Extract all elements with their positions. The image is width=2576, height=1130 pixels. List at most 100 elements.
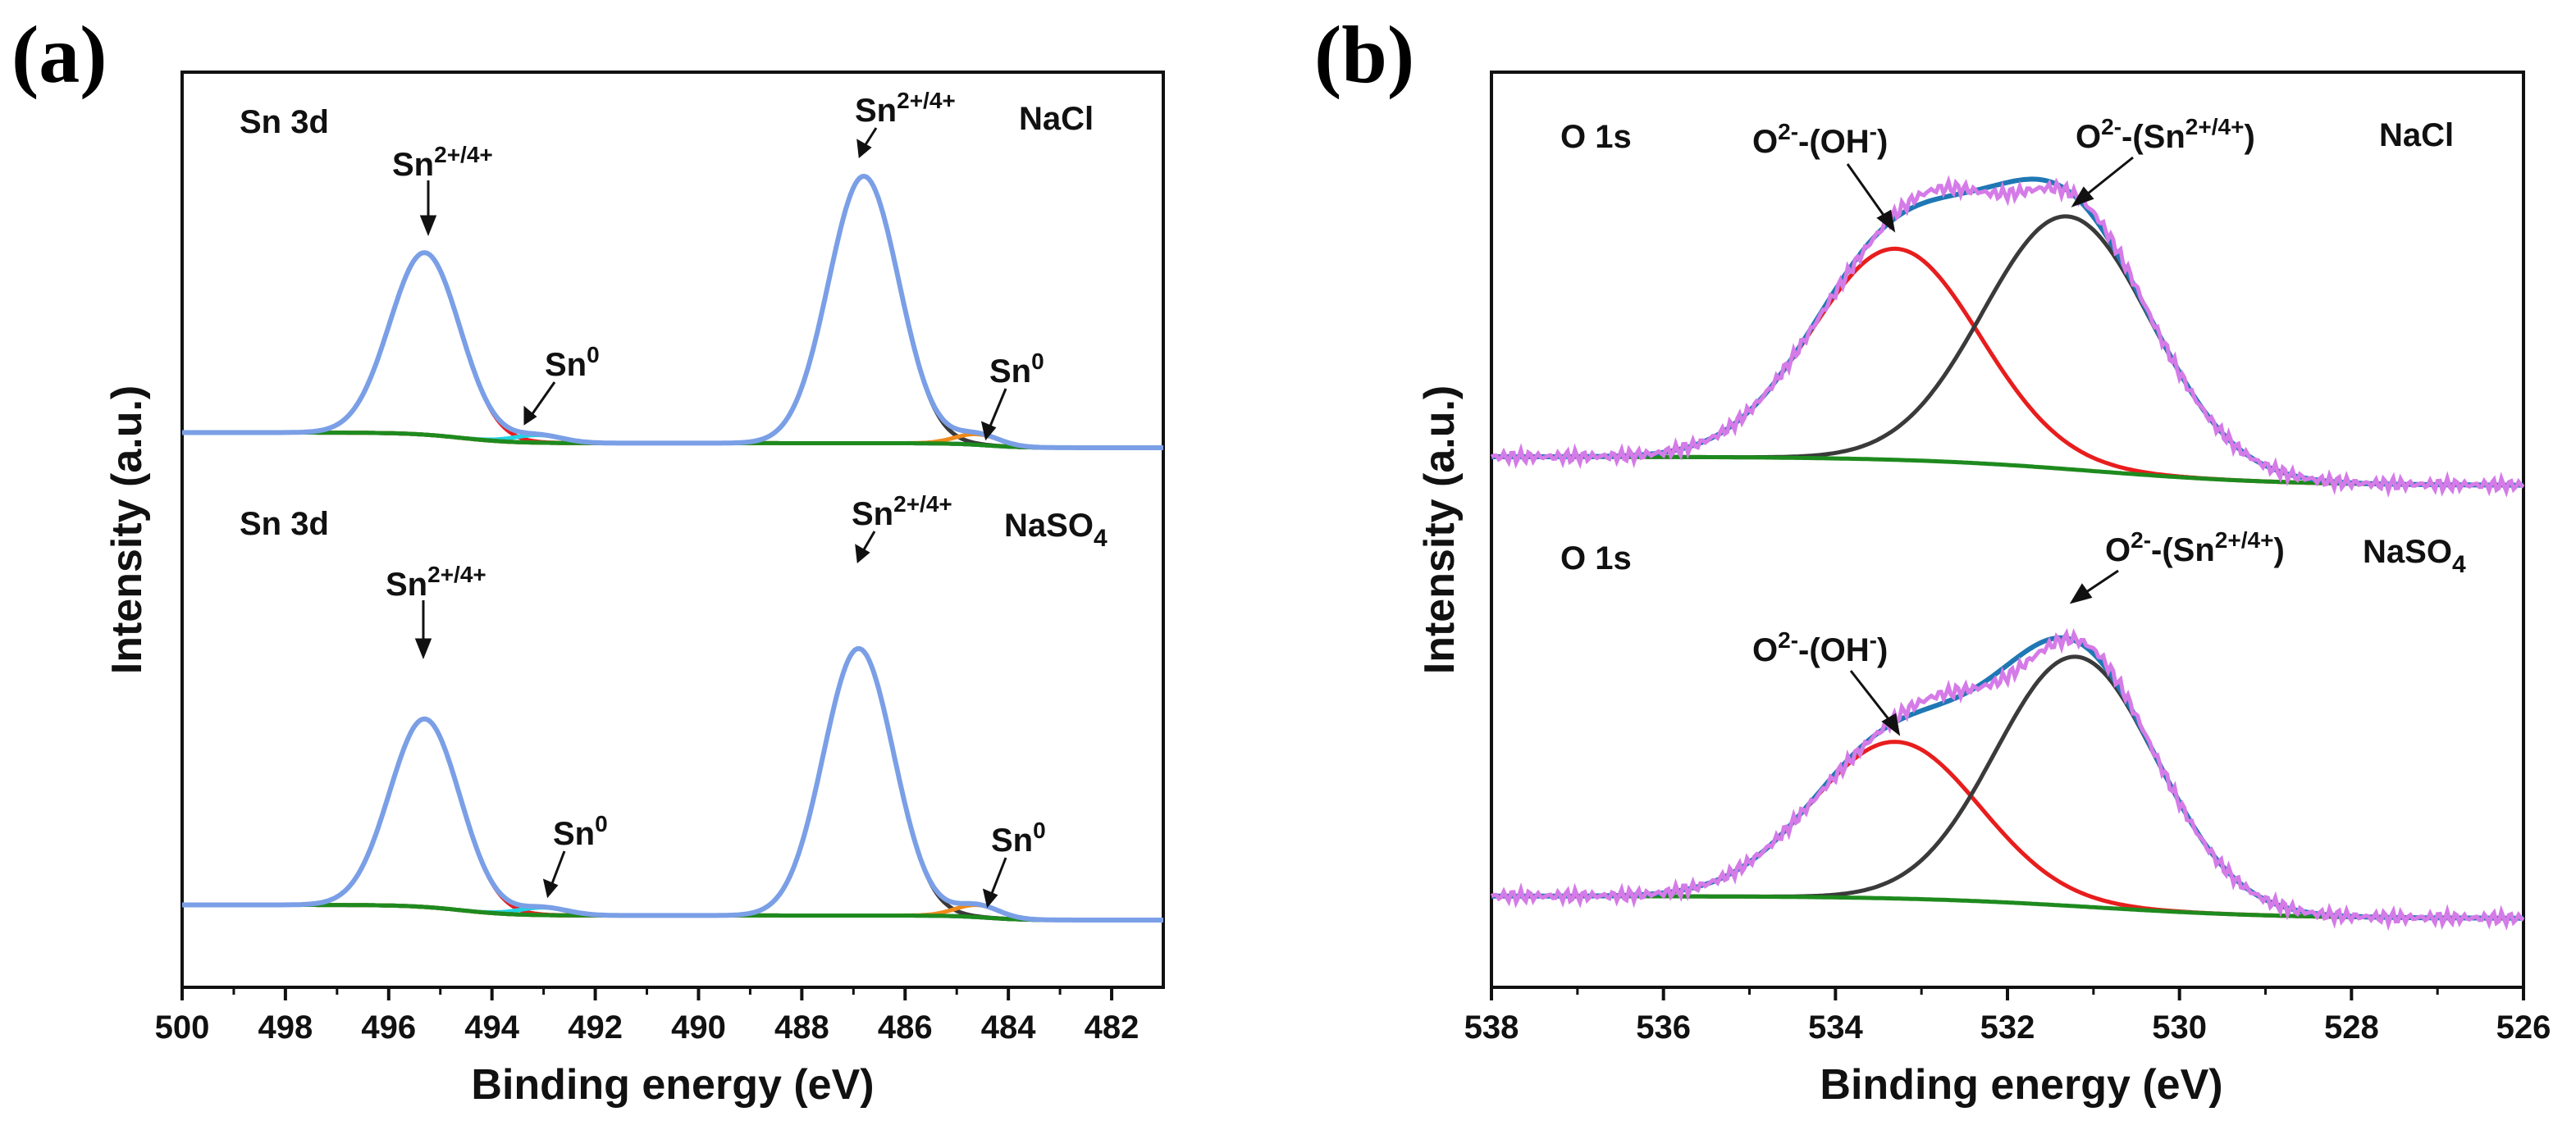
b2-peakA-mid: -(OH (1798, 632, 1870, 668)
b2-peakB-pre: O (2105, 532, 2131, 568)
peak-component-1 (1491, 214, 2523, 488)
raw-spectrum (1490, 175, 2525, 499)
x-tick-label: 496 (361, 1009, 416, 1046)
b1-peakA-sup: 2- (1778, 119, 1798, 144)
panel-b-ylabel: Intensity (a.u.) (1416, 385, 1464, 674)
x-tick-label: 536 (1636, 1009, 1691, 1046)
panel-b-frame (1490, 71, 2525, 989)
x-tick-label: 494 (464, 1009, 519, 1046)
a1-peak1-sup: 2+/4+ (434, 142, 493, 167)
x-tick-label: 538 (1464, 1009, 1519, 1046)
x-tick-label: 532 (1980, 1009, 2035, 1046)
b2-peakB-post: ) (2273, 532, 2284, 568)
b2-peakB-arrow (2083, 569, 2119, 595)
a1-peak2-base: Sn (545, 347, 587, 383)
a2-peak3-base: Sn (852, 496, 893, 532)
b1-peakB-arrowhead (2071, 186, 2094, 207)
a2-peak4-base: Sn (991, 822, 1033, 859)
peak-component-2 (182, 646, 1163, 923)
a2-peak4-arrow (989, 857, 1007, 896)
a2-peak3-arrow (861, 531, 876, 552)
x-tick-label: 526 (2496, 1009, 2551, 1046)
x-tick-label: 528 (2324, 1009, 2379, 1046)
b1-core-label: O 1s (1560, 119, 1632, 155)
x-tick-label: 500 (155, 1009, 210, 1046)
panel-a: 500 498 496 494 492 490 488 486 484 482 Binding e… (103, 71, 1165, 1109)
a2-peak1-label: Sn2+/4+ (386, 562, 486, 603)
b2-sample-sub: 4 (2452, 551, 2466, 578)
a1-peak1-label: Sn2+/4+ (392, 142, 493, 183)
panel-b-xlabel: Binding energy (eV) (1820, 1061, 2222, 1109)
peak-component-0 (182, 717, 1163, 923)
a1-peak3-arrowhead (856, 139, 872, 158)
x-tick-label: 488 (774, 1009, 829, 1046)
b2-peakA-sup: 2- (1778, 627, 1798, 653)
b1-peakA-label: O2--(OH-) (1752, 119, 1888, 160)
a2-peak2-label: Sn0 (553, 811, 608, 852)
a1-peak4-sup: 0 (1031, 349, 1044, 374)
b1-sample-label: NaCl (2379, 117, 2454, 153)
b2-peakB-sup: 2- (2131, 527, 2151, 553)
x-tick-label: 492 (568, 1009, 623, 1046)
peak-component-2 (182, 174, 1163, 450)
envelope-fit (182, 173, 1163, 450)
b2-peakA-arrowhead (1881, 713, 1901, 736)
x-tick-label: 486 (878, 1009, 933, 1046)
b1-peakA-arrowhead (1876, 209, 1896, 233)
panel-b-arrows (1846, 156, 2134, 736)
a1-peak4-arrowhead (980, 421, 997, 441)
a2-sample-label: NaSO4 (1004, 508, 1108, 552)
a2-peak3-label: Sn2+/4+ (852, 491, 952, 532)
a2-peak4-arrowhead (982, 888, 998, 909)
x-tick-label: 484 (981, 1009, 1036, 1046)
a2-peak1-sup: 2+/4+ (427, 562, 486, 587)
a1-peak2-arrowhead (523, 405, 537, 426)
b1-peakB-sup2: 2+/4+ (2185, 114, 2245, 139)
b2-peakB-mid: -(Sn (2151, 532, 2215, 568)
panel-a-arrows (414, 127, 1007, 909)
a2-peak4-sup: 0 (1033, 818, 1046, 843)
b1-peakB-pre: O (2076, 119, 2101, 155)
b1-peakA-mid: -(OH (1798, 124, 1870, 160)
panel-a-frame (180, 71, 1165, 989)
peak-component-0 (182, 250, 1163, 450)
panel-a-x-axis: 500 498 496 494 492 490 488 486 484 482 (155, 987, 1140, 1046)
b1-peakA-post: ) (1877, 124, 1888, 160)
a1-peak2-arrow (530, 381, 556, 416)
envelope-fit (182, 645, 1163, 923)
b1-peakB-mid: -(Sn (2122, 119, 2185, 155)
panel-a-plot-area (182, 173, 1163, 923)
a2-sample-sub: 4 (1094, 525, 1108, 552)
a2-peak2-base: Sn (553, 816, 595, 852)
panel-b-plot-area (1490, 175, 2525, 932)
b1-peakA-arrow (1846, 163, 1889, 221)
a1-peak4-label: Sn0 (989, 349, 1044, 390)
b2-peakA-sup2: - (1870, 627, 1877, 653)
b2-peakB-label: O2--(Sn2+/4+) (2105, 527, 2285, 568)
panel-a-xlabel: Binding energy (eV) (471, 1061, 874, 1109)
a2-peak2-arrowhead (542, 878, 559, 899)
a2-peak3-sup: 2+/4+ (893, 491, 952, 517)
b1-peakB-label: O2--(Sn2+/4+) (2076, 114, 2255, 155)
x-tick-label: 482 (1085, 1009, 1140, 1046)
b2-peakA-label: O2--(OH-) (1752, 627, 1888, 668)
b2-peakA-arrow (1849, 670, 1893, 724)
x-tick-label: 530 (2152, 1009, 2207, 1046)
panel-label-b: (b) (1314, 9, 1414, 100)
a1-peak1-base: Sn (392, 147, 434, 183)
a2-peak2-arrow (550, 850, 566, 886)
b1-peakB-sup: 2- (2101, 114, 2122, 139)
a1-sample-label: NaCl (1019, 101, 1094, 137)
a2-peak2-sup: 0 (595, 811, 608, 836)
a1-core-label: Sn 3d (240, 104, 329, 140)
b2-peakB-arrowhead (2069, 583, 2093, 604)
a1-peak2-label: Sn0 (545, 342, 600, 383)
a1-peak3-sup: 2+/4+ (897, 88, 956, 113)
a2-core-label: Sn 3d (240, 506, 329, 542)
b1-peakB-arrow (2083, 156, 2134, 198)
a2-peak4-label: Sn0 (991, 818, 1046, 859)
a2-peak3-arrowhead (855, 544, 870, 563)
b2-core-label: O 1s (1560, 540, 1632, 576)
b1-peakA-sup2: - (1870, 119, 1877, 144)
